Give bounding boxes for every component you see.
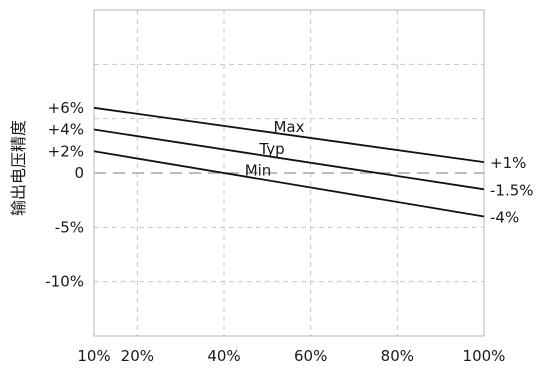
plot-frame (93, 9, 485, 337)
y-axis-label: 输出电压精度 (9, 120, 28, 216)
series-name-typ: Typ (258, 140, 284, 158)
x-tick-label: 60% (294, 347, 327, 365)
x-tick-label: 40% (207, 347, 240, 365)
series-line-min (93, 150, 485, 218)
y-tick-label: -10% (45, 273, 84, 291)
x-tick-label: 80% (381, 347, 414, 365)
series-end-label-typ: -1.5% (490, 181, 534, 199)
y-tick-label: +6% (48, 99, 84, 117)
series-name-min: Min (245, 162, 272, 180)
y-tick-label: +2% (48, 142, 84, 160)
axis-ticks: 10% 20% 40% 60% 80% 100% +6% +4% +2% 0 -5% -10% (45, 99, 505, 365)
x-tick-label: 10% (77, 347, 110, 365)
grid-lines (94, 10, 484, 336)
series-name-max: Max (273, 118, 304, 136)
y-tick-label: -5% (55, 218, 84, 236)
series-lines (93, 106, 485, 218)
y-tick-label: +4% (48, 121, 84, 139)
series-end-label-min: -4% (490, 208, 519, 226)
x-tick-label: 100% (463, 347, 506, 365)
series-end-label-max: +1% (490, 154, 526, 172)
x-tick-label: 20% (121, 347, 154, 365)
y-tick-label: 0 (74, 164, 84, 182)
series-line-typ (93, 128, 485, 191)
series-line-max (93, 106, 485, 164)
series-labels: Max +1% Typ -1.5% Min -4% (245, 118, 534, 227)
